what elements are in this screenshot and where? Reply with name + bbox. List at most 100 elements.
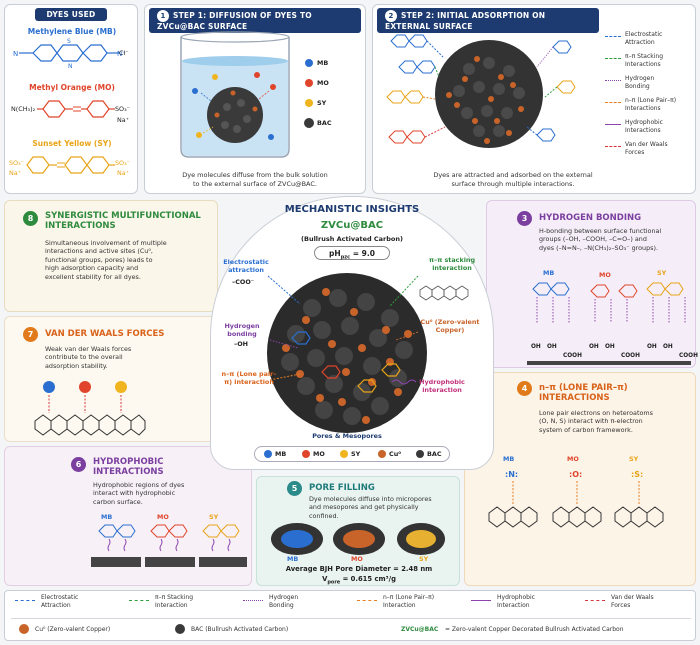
sy-sulfonate-right-label: SO₃⁻: [115, 159, 131, 167]
step1-caption: Dye molecules diffuse from the bulk solu…: [182, 171, 328, 188]
center-oh-label: –OH: [234, 340, 248, 348]
section3-mo-label: MO: [599, 271, 611, 279]
dyes-used-panel: DYES USED Methylene Blue (MB) N S N N⁺ C…: [4, 4, 138, 194]
mb-dye-name: Methylene Blue (MB): [27, 27, 117, 36]
bottom-legend-sublabel-4: Interaction: [497, 602, 530, 609]
section3-mb-label: MB: [543, 269, 555, 277]
bottom-legend-divider: [11, 618, 691, 619]
step2-legend-line-5: [605, 146, 621, 147]
center-title: MECHANISTIC INSIGHTS: [284, 204, 420, 215]
section3-surface-group-5: COOH: [621, 353, 640, 359]
hydrophobic-illustration-icon: [91, 524, 247, 567]
section6-sy-label: SY: [209, 513, 219, 521]
step2-legend-label-4: Hydrophobic: [625, 119, 663, 126]
section8-text: Simultaneous involvement of multiple int…: [45, 239, 167, 281]
mo-sulfonate-label: SO₃⁻: [115, 105, 131, 113]
sy-structure-icon: [26, 156, 115, 174]
section8-panel: 8 SYNERGISTIC MULTIFUNCTIONAL INTERACTIO…: [4, 200, 218, 312]
pore-volume-value: Vpore = 0.615 cm³/g: [322, 575, 396, 586]
center-pores-label: Pores & Mesopores: [312, 432, 382, 440]
svg-text::O:: :O:: [569, 470, 582, 479]
center-hydrophobic-label: Hydrophobic interaction: [419, 378, 465, 394]
step2-legend-line-0: [605, 36, 621, 37]
section6-text: Hydrophobic regions of dyes interact wit…: [93, 481, 185, 506]
mo-sodium-label: Na⁺: [117, 116, 130, 124]
step2-legend-sublabel-4: Interactions: [625, 127, 661, 134]
bottom-legend-zvcu-term: ZVCu@BAC: [401, 626, 439, 633]
center-coo-label: –COO⁻: [232, 278, 255, 286]
step1-legend-sy: SY: [317, 99, 327, 107]
step1-legend-sy-dot: [305, 99, 313, 107]
step2-legend-label-1: π–π Stacking: [625, 53, 664, 60]
section5-title: PORE FILLING: [309, 483, 375, 493]
section6-title: HYDROPHOBIC INTERACTIONS: [93, 457, 164, 477]
step2-legend-label-3: n–π (Lone Pair–π): [625, 97, 677, 104]
section3-sy-label: SY: [657, 269, 667, 277]
pore-filling-illustration-icon: [271, 523, 445, 555]
step2-legend-label-0: Electrostatic: [625, 31, 663, 38]
bottom-legend-line-4: [471, 600, 491, 601]
sy-sodium-right-label: Na⁺: [117, 169, 130, 177]
sy-dye-name: Sunset Yellow (SY): [32, 139, 112, 148]
svg-text::S:: :S:: [631, 470, 643, 479]
bottom-legend-cu-label: Cu⁰ (Zero-valent Copper): [35, 626, 111, 633]
bottom-legend-label-4: Hydrophobic: [497, 594, 535, 601]
section5-mo-label: MO: [351, 555, 363, 563]
mo-structure-icon: [37, 100, 115, 118]
dyes-used-title: DYES USED: [35, 8, 107, 21]
section3-surface-group-0: OH: [531, 344, 541, 350]
step2-legend-line-1: [605, 58, 621, 59]
bottom-legend-sublabel-1: Interaction: [155, 602, 188, 609]
section6-mb-label: MB: [101, 513, 113, 521]
step1-panel: 1 STEP 1: DIFFUSION OF DYES TO ZVCu@BAC S…: [144, 4, 366, 194]
step2-legend-sublabel-0: Attraction: [625, 39, 655, 46]
bottom-legend-line-2: [243, 600, 263, 601]
bottom-legend-cu-dot: [19, 624, 29, 634]
step2-legend-sublabel-5: Forces: [625, 149, 645, 156]
bottom-legend-line-0: [15, 600, 35, 601]
section4-mb-label: MB: [503, 455, 515, 463]
section5-text: Dye molecules diffuse into micropores an…: [309, 495, 432, 520]
step2-legend-sublabel-1: Interactions: [625, 61, 661, 68]
vdw-illustration-icon: [34, 381, 146, 436]
center-legend-dot-3: [378, 450, 386, 458]
svg-text:N⁺: N⁺: [117, 50, 126, 58]
center-legend-label-2: SY: [351, 450, 361, 458]
section7-number: 7: [23, 327, 38, 342]
step2-legend-sublabel-2: Bonding: [625, 83, 650, 90]
section3-number: 3: [517, 211, 532, 226]
center-legend-label-1: MO: [313, 450, 325, 458]
section4-title: n–π (LONE PAIR–π) INTERACTIONS: [539, 383, 628, 403]
center-legend-dot-0: [264, 450, 272, 458]
adsorbing-dye-molecules-icon: [386, 34, 576, 144]
section3-surface-group-2: COOH: [563, 353, 582, 359]
bottom-legend-line-3: [357, 600, 377, 601]
center-electrostatic-label: Electrostatic attraction: [223, 258, 269, 274]
step2-number: 2: [385, 10, 397, 22]
mo-dimethylamino-label: N(CH₃)₂: [11, 105, 36, 113]
step2-caption: Dyes are attracted and adsorbed on the e…: [433, 171, 593, 188]
section5-panel: 5 PORE FILLING Dye molecules diffuse int…: [256, 476, 460, 586]
step1-number: 1: [157, 10, 169, 22]
bottom-legend-label-1: π–π Stacking: [155, 594, 194, 601]
section4-text: Lone pair electrons on heteroatoms (O, N…: [539, 409, 653, 434]
zvcu-bac-sphere-icon: [267, 273, 427, 433]
sy-sodium-left-label: Na⁺: [9, 169, 22, 177]
section6-number: 6: [71, 457, 86, 472]
step1-legend-mo: MO: [317, 79, 329, 87]
step1-legend-bac: BAC: [317, 119, 332, 127]
bottom-legend-label-5: Van der Waals: [611, 594, 654, 601]
section3-surface-group-4: OH: [605, 344, 615, 350]
beaker-icon: [180, 31, 290, 158]
step1-title: STEP 1: DIFFUSION OF DYES TO ZVCu@BAC SU…: [157, 11, 312, 31]
center-legend-dot-4: [416, 450, 424, 458]
section4-panel: 4 n–π (LONE PAIR–π) INTERACTIONS Lone pa…: [464, 372, 696, 586]
bottom-legend-label-2: Hydrogen: [269, 594, 299, 601]
bottom-legend-sublabel-3: Interaction: [383, 602, 416, 609]
section6-mo-label: MO: [157, 513, 169, 521]
section3-text: H-bonding between surface functional gro…: [539, 227, 662, 252]
sy-sulfonate-left-label: SO₃⁻: [9, 159, 25, 167]
center-cu-label: Cu⁰ (Zero-valent Copper): [420, 318, 480, 334]
section3-surface-bar: [527, 361, 691, 365]
section3-surface-group-7: OH: [663, 344, 673, 350]
